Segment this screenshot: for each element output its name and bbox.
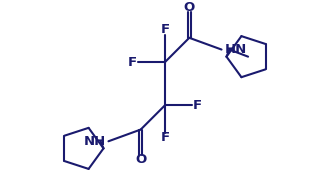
Text: F: F	[193, 99, 202, 112]
Text: F: F	[160, 23, 170, 36]
Text: O: O	[184, 1, 195, 14]
Text: O: O	[135, 154, 146, 166]
Text: NH: NH	[83, 135, 106, 148]
Text: F: F	[160, 131, 170, 144]
Text: HN: HN	[224, 43, 247, 56]
Text: F: F	[128, 56, 137, 69]
